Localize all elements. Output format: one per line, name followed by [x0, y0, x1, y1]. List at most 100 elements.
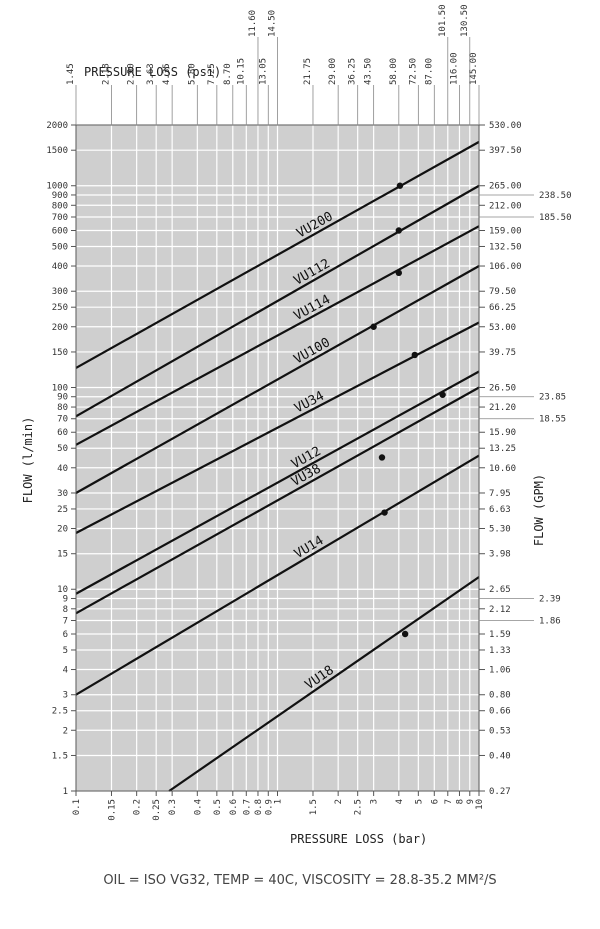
y-tick-label: 2000: [46, 121, 68, 131]
x-tick-label: 3: [370, 799, 380, 804]
x2-tick-label: 29.00: [328, 58, 338, 85]
y-axis-title: FLOW (l/min): [21, 417, 35, 504]
y-tick-label: 7: [63, 616, 68, 626]
y2-tick-label: 0.40: [489, 751, 511, 761]
x-tick-label: 0.6: [229, 799, 239, 815]
y2-axis-ticks: 530.00 397.50 265.00 238.50 212.00 185.50 159.…: [479, 121, 572, 797]
x-tick-label: 0.9: [264, 799, 274, 815]
y-tick-label: 4: [63, 666, 68, 676]
series-line-vu112: [75, 184, 480, 418]
x-axis-ticks: 0.1 0.15 0.2 0.25 0.3 0.4 0.5 0.6 0.7 0.8 0.9 1 1.5 2…: [72, 791, 485, 821]
x2-tick-label: 13.05: [258, 58, 268, 85]
y-tick-label: 500: [52, 242, 68, 252]
x-tick-label: 2: [334, 799, 344, 804]
y-tick-label: 1.5: [52, 751, 68, 761]
series-line-vu34: [75, 321, 480, 534]
x2-tick-label: 3.63: [146, 63, 156, 85]
x2-tick-label: 130.50: [460, 4, 470, 37]
y-tick-label: 800: [52, 201, 68, 211]
y2-tick-label: 39.75: [489, 348, 516, 358]
y-tick-label: 40: [57, 464, 68, 474]
x2-axis-ticks: 1.45 2.18 2.90 3.63 4.35 5.80 7.25 8.70 10.15 11.…: [66, 4, 480, 125]
y2-tick-label: 21.20: [489, 403, 516, 413]
y2-tick-label: 159.00: [489, 226, 522, 236]
x2-tick-label: 116.00: [449, 52, 459, 85]
x2-tick-label: 2.90: [127, 63, 137, 85]
series-line-vu18: [168, 576, 480, 792]
y2-tick-label: 10.60: [489, 464, 516, 474]
y2-tick-label: 1.06: [489, 666, 511, 676]
y-tick-label: 70: [57, 415, 68, 425]
x2-tick-label: 1.45: [66, 63, 76, 85]
y2-tick-label: 238.50: [539, 191, 572, 201]
x2-tick-label: 87.00: [424, 58, 434, 85]
x2-tick-label: 36.25: [348, 58, 358, 85]
series-line-vu12: [75, 370, 480, 595]
x-tick-label: 5: [414, 799, 424, 804]
y2-tick-label: 0.53: [489, 726, 511, 736]
y2-tick-label: 7.95: [489, 489, 511, 499]
y2-tick-label: 23.85: [539, 393, 566, 403]
y2-tick-label: 3.98: [489, 550, 511, 560]
x2-axis-title: PRESSURE LOSS (psi): [84, 65, 221, 79]
series-line-vu14: [75, 454, 480, 696]
y-tick-label: 20: [57, 525, 68, 535]
y-tick-label: 100: [52, 383, 68, 393]
series-marker-vu114: [395, 269, 403, 277]
x2-tick-label: 43.50: [364, 58, 374, 85]
y2-axis-title: FLOW (GPM): [532, 474, 546, 546]
y-tick-label: 900: [52, 191, 68, 201]
x-axis-title: PRESSURE LOSS (bar): [290, 832, 427, 846]
y2-tick-label: 6.63: [489, 505, 511, 515]
y2-tick-label: 212.00: [489, 201, 522, 211]
y2-tick-label: 530.00: [489, 121, 522, 131]
series-line-vu114: [75, 225, 480, 446]
y2-tick-label: 185.50: [539, 213, 572, 223]
y2-tick-label: 0.27: [489, 787, 511, 797]
x2-tick-label: 58.00: [389, 58, 399, 85]
x2-tick-label: 7.25: [207, 63, 217, 85]
x-tick-label: 2.5: [354, 799, 364, 815]
x2-tick-label: 72.50: [408, 58, 418, 85]
y-tick-label: 30: [57, 489, 68, 499]
series-marker-vu34: [411, 351, 418, 359]
series-marker-vu12: [439, 391, 446, 398]
y-tick-label: 1: [63, 787, 68, 797]
y-tick-label: 90: [57, 393, 68, 403]
y2-tick-label: 53.00: [489, 323, 516, 333]
y2-tick-label: 18.55: [539, 415, 566, 425]
y-tick-label: 150: [52, 348, 68, 358]
series-marker-vu18: [401, 630, 409, 638]
series-line-vu38: [75, 386, 480, 615]
x2-tick-label: 4.35: [162, 63, 172, 85]
x-tick-label: 7: [444, 799, 454, 804]
x-tick-label: 8: [455, 799, 465, 804]
y2-tick-label: 1.59: [489, 630, 511, 640]
y2-tick-label: 15.90: [489, 428, 516, 438]
x2-tick-label: 11.60: [248, 10, 258, 37]
y2-tick-label: 5.30: [489, 525, 511, 535]
x2-tick-label: 14.50: [268, 10, 278, 37]
y-tick-label: 400: [52, 262, 68, 272]
y2-tick-label: 1.86: [539, 616, 561, 626]
y2-tick-label: 66.25: [489, 303, 516, 313]
y2-tick-label: 0.66: [489, 707, 511, 717]
y2-tick-label: 26.50: [489, 383, 516, 393]
y-tick-label: 1000: [46, 182, 68, 192]
x-tick-label: 6: [430, 799, 440, 804]
series-marker-vu200: [396, 182, 404, 189]
x-tick-label: 1: [274, 799, 284, 804]
y-tick-label: 600: [52, 226, 68, 236]
footnote: OIL = ISO VG32, TEMP = 40C, VISCOSITY = …: [103, 873, 497, 888]
x2-tick-label: 21.75: [303, 58, 313, 85]
x2-tick-label: 145.00: [469, 52, 479, 85]
x-tick-label: 0.1: [72, 799, 82, 815]
x2-tick-label: 5.80: [187, 63, 197, 85]
y-tick-label: 50: [57, 444, 68, 454]
x-tick-label: 0.15: [107, 799, 117, 821]
x-tick-label: 0.3: [168, 799, 178, 815]
y-tick-label: 1500: [46, 146, 68, 156]
y2-tick-label: 1.33: [489, 646, 511, 656]
x-tick-label: 9: [466, 799, 476, 804]
x-tick-label: 0.7: [242, 799, 252, 815]
